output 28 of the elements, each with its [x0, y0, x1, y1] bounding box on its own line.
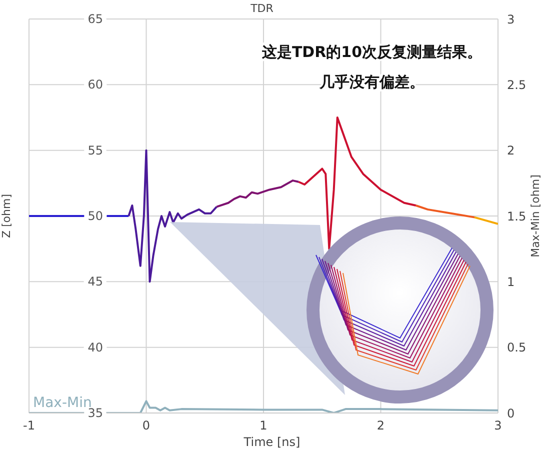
y2-tick-label: 0	[507, 406, 515, 420]
y-tick-label: 55	[88, 143, 103, 158]
y-tick-label: 65	[88, 12, 103, 26]
y2-axis-title: Max-Min [ohm]	[529, 174, 542, 258]
y2-tick-label: 1.5	[507, 209, 526, 224]
y-axis-title: Z [ohm]	[0, 194, 13, 238]
series-label: Max-Min	[33, 395, 92, 411]
y-tick-label: 45	[88, 274, 103, 289]
y-tick-label: 60	[88, 78, 103, 92]
y2-tick-label: 3	[507, 12, 515, 26]
y2-tick-label: 1	[507, 274, 515, 289]
x-axis-title: Time [ns]	[242, 435, 300, 449]
x-tick-label: 1	[260, 418, 268, 433]
x-tick-label: 3	[494, 418, 502, 433]
annotation: 几乎没有偏差。	[318, 73, 424, 91]
line-series	[128, 149, 218, 283]
line-series	[414, 204, 476, 218]
line-series	[298, 116, 417, 250]
x-tick-label: -1	[23, 418, 35, 433]
y2-tick-label: 2.5	[507, 78, 526, 92]
y2-tick-label: 2	[507, 144, 515, 158]
x-tick-label: 0	[142, 418, 150, 433]
line-series	[216, 180, 300, 208]
y-tick-label: 40	[88, 340, 103, 354]
x-tick-label: 2	[376, 418, 385, 433]
annotation: 这是TDR的10次反复测量结果。	[260, 43, 482, 61]
y2-tick-label: 0.5	[507, 340, 526, 355]
chart-title: TDR	[250, 2, 274, 15]
